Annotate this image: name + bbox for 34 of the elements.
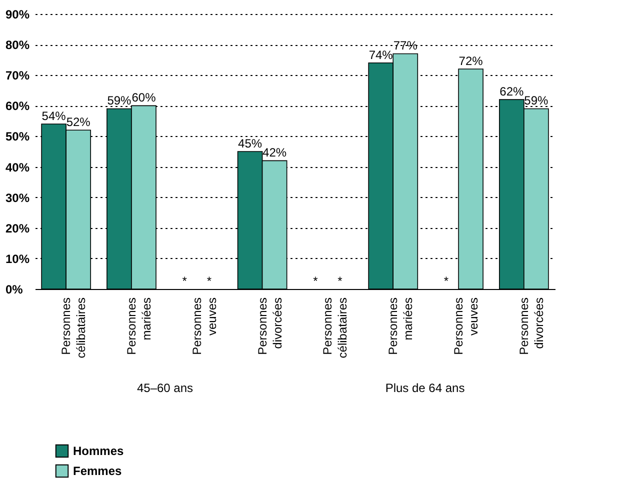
y-tick-label: 80% xyxy=(6,38,30,52)
text: 45–60 ans xyxy=(136,381,194,395)
text: Plus de 64 ans xyxy=(385,381,465,395)
y-tick-label: 60% xyxy=(6,99,30,114)
x-tick-label: Personnes mariées xyxy=(386,298,416,355)
y-tick-label: 10% xyxy=(6,252,30,266)
x-tick-label: Personnes célibataires xyxy=(59,298,88,358)
data-label: 52% xyxy=(66,115,91,130)
data-label: 62% xyxy=(500,84,524,99)
text: * xyxy=(313,274,318,288)
y-tick-label: 0% xyxy=(6,282,24,296)
text: * xyxy=(206,274,212,288)
text: * xyxy=(444,274,449,288)
x-tick-label: Personnes veuves xyxy=(190,298,219,355)
legend-label: Hommes xyxy=(73,444,124,458)
x-tick-label: Personnes veuves xyxy=(452,298,481,355)
data-label: 59% xyxy=(524,94,549,108)
data-label: 45% xyxy=(238,136,262,150)
data-label: 54% xyxy=(42,109,66,123)
y-tick-label: 20% xyxy=(6,221,30,236)
data-label: 72% xyxy=(458,54,484,68)
data-label: 60% xyxy=(132,90,156,105)
y-tick-label: 30% xyxy=(6,190,30,205)
data-label: 74% xyxy=(368,48,394,62)
data-label: 59% xyxy=(107,94,132,108)
text: * xyxy=(182,274,187,288)
y-tick-label: 90% xyxy=(6,8,30,22)
data-label: 42% xyxy=(262,146,287,160)
y-tick-label: 40% xyxy=(6,160,30,174)
x-tick-label: Personnes mariées xyxy=(124,298,154,355)
legend-label: Femmes xyxy=(73,464,122,478)
text: * xyxy=(338,274,342,288)
y-tick-label: 50% xyxy=(6,130,30,144)
y-tick-label: 70% xyxy=(6,68,30,83)
